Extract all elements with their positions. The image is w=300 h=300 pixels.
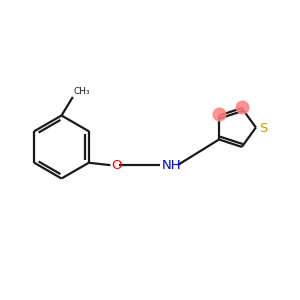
Text: NH: NH xyxy=(161,159,181,172)
Text: O: O xyxy=(111,159,122,172)
Text: CH₃: CH₃ xyxy=(74,87,90,96)
Text: S: S xyxy=(259,122,267,136)
